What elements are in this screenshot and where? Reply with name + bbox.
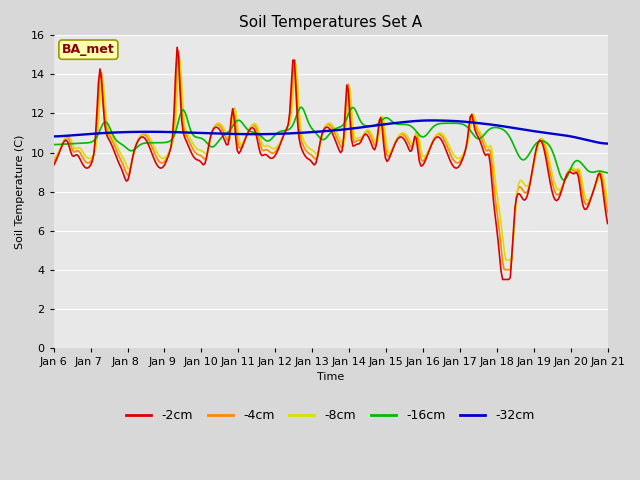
-2cm (118, 166, 125, 172)
-2cm (50, 162, 58, 168)
-4cm (244, 129, 252, 134)
Line: -2cm: -2cm (54, 48, 607, 279)
Line: -8cm: -8cm (54, 60, 607, 260)
-16cm (561, 177, 568, 183)
-8cm (177, 57, 184, 63)
-4cm (175, 48, 182, 54)
-16cm (118, 141, 125, 147)
Title: Soil Temperatures Set A: Soil Temperatures Set A (239, 15, 422, 30)
-4cm (576, 173, 584, 179)
-2cm (576, 183, 584, 189)
Text: BA_met: BA_met (62, 43, 115, 56)
-16cm (243, 126, 250, 132)
Line: -4cm: -4cm (54, 51, 607, 270)
-32cm (234, 131, 241, 137)
-16cm (292, 114, 300, 120)
-16cm (604, 170, 611, 176)
-16cm (576, 159, 584, 165)
-8cm (216, 121, 224, 127)
-32cm (118, 129, 125, 135)
-8cm (604, 200, 611, 206)
-16cm (50, 142, 58, 147)
-8cm (244, 129, 252, 134)
-4cm (500, 267, 508, 273)
-4cm (604, 210, 611, 216)
-2cm (173, 45, 181, 50)
-8cm (502, 257, 509, 263)
-4cm (235, 144, 243, 150)
-2cm (235, 151, 243, 156)
Line: -32cm: -32cm (54, 120, 607, 144)
-32cm (50, 133, 58, 139)
-4cm (50, 159, 58, 165)
-4cm (216, 123, 224, 129)
-8cm (118, 152, 125, 158)
-32cm (215, 131, 223, 136)
-16cm (215, 138, 223, 144)
X-axis label: Time: Time (317, 372, 344, 383)
-32cm (428, 118, 436, 123)
-8cm (235, 136, 243, 142)
-32cm (575, 135, 582, 141)
-4cm (294, 96, 301, 101)
-8cm (576, 167, 584, 173)
-2cm (499, 276, 506, 282)
-8cm (294, 77, 301, 83)
-4cm (118, 158, 125, 164)
Line: -16cm: -16cm (54, 108, 607, 180)
-2cm (216, 128, 224, 134)
-32cm (604, 141, 611, 146)
-32cm (292, 130, 300, 136)
-16cm (234, 118, 241, 123)
Y-axis label: Soil Temperature (C): Soil Temperature (C) (15, 134, 25, 249)
-32cm (243, 131, 250, 137)
Legend: -2cm, -4cm, -8cm, -16cm, -32cm: -2cm, -4cm, -8cm, -16cm, -32cm (122, 404, 540, 427)
-16cm (297, 105, 305, 110)
-8cm (50, 155, 58, 161)
-2cm (244, 130, 252, 135)
-2cm (294, 118, 301, 123)
-2cm (604, 221, 611, 227)
